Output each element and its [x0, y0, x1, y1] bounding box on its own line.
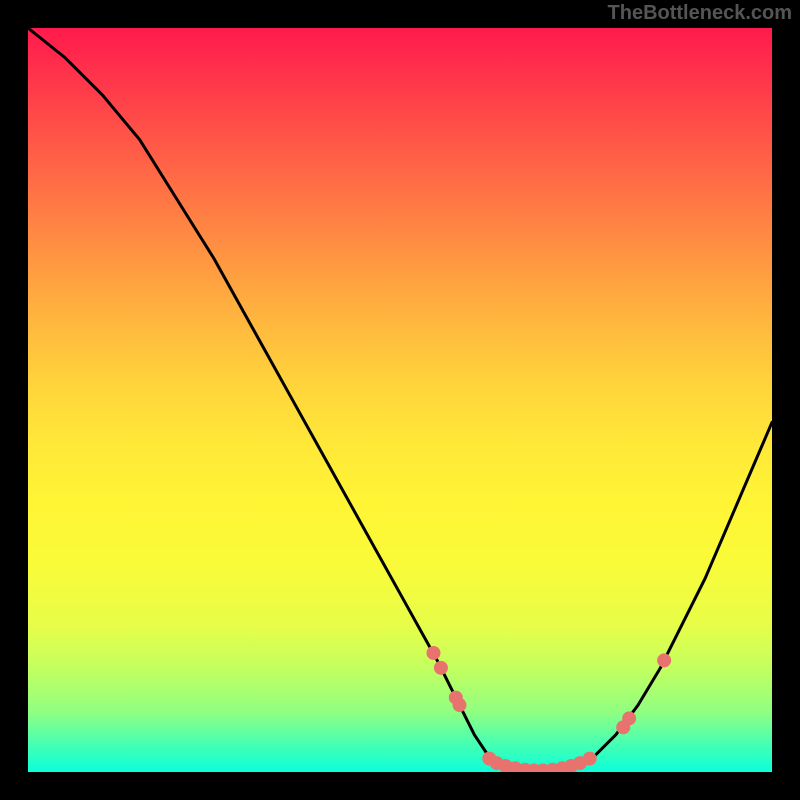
watermark-text: TheBottleneck.com [608, 2, 792, 25]
data-marker [453, 698, 467, 712]
plot-area [28, 28, 772, 772]
data-marker [583, 752, 597, 766]
data-marker [657, 653, 671, 667]
data-marker [622, 711, 636, 725]
curve-layer [28, 28, 772, 772]
data-marker [426, 646, 440, 660]
data-marker [434, 661, 448, 675]
